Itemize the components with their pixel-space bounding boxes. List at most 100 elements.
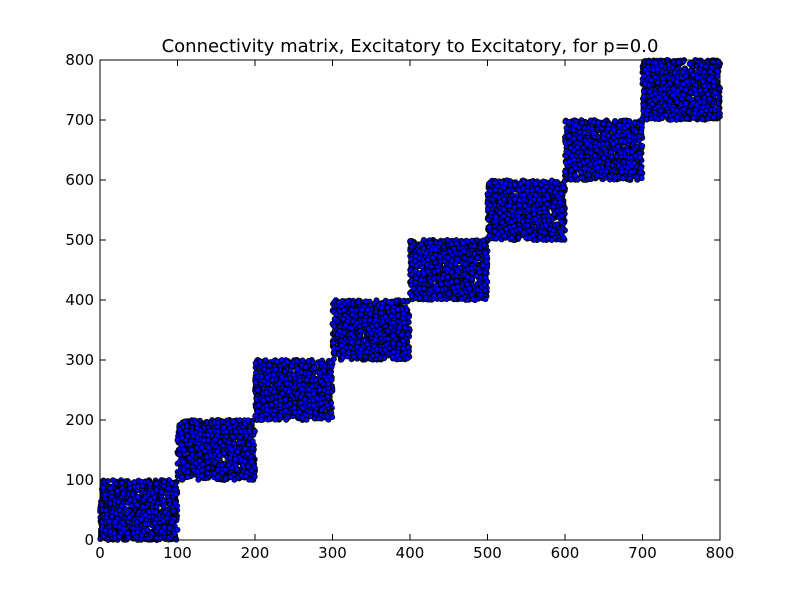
scatter-point: [377, 330, 384, 337]
scatter-point: [134, 493, 141, 500]
scatter-point: [471, 243, 478, 250]
scatter-point: [199, 444, 206, 451]
scatter-point: [357, 346, 364, 353]
scatter-point: [284, 358, 291, 365]
scatter-point: [180, 466, 187, 473]
scatter-point: [227, 473, 234, 480]
scatter-point: [388, 313, 395, 320]
scatter-point: [423, 294, 430, 301]
scatter-point: [312, 409, 319, 416]
scatter-point: [205, 444, 212, 451]
scatter-point: [129, 491, 136, 498]
scatter-point: [423, 250, 430, 257]
scatter-point: [318, 360, 325, 367]
scatter-point: [458, 289, 465, 296]
scatter-point: [212, 436, 219, 443]
scatter-point: [482, 269, 489, 276]
scatter-point: [232, 428, 239, 435]
scatter-point: [338, 342, 345, 349]
scatter-point: [324, 402, 331, 409]
scatter-point: [482, 250, 489, 257]
scatter-point: [324, 413, 331, 420]
scatter-point: [260, 397, 267, 404]
scatter-point: [459, 239, 466, 246]
scatter-point: [97, 501, 104, 508]
scatter-point: [169, 480, 176, 487]
scatter-point: [355, 299, 362, 306]
scatter-point: [312, 376, 319, 383]
scatter-point: [310, 402, 317, 409]
scatter-point: [273, 399, 280, 406]
scatter-point: [297, 399, 304, 406]
scatter-point: [407, 237, 414, 244]
scatter-point: [410, 285, 417, 292]
scatter-point: [373, 352, 380, 359]
scatter-point: [244, 450, 251, 457]
scatter-point: [142, 521, 149, 528]
scatter-point: [252, 379, 259, 386]
scatter-point: [481, 242, 488, 249]
scatter-point: [120, 525, 127, 532]
scatter-point: [108, 513, 115, 520]
scatter-point: [257, 416, 264, 423]
scatter-point: [230, 418, 237, 425]
scatter-point: [158, 528, 165, 535]
scatter-point: [348, 325, 355, 332]
scatter-point: [451, 295, 458, 302]
scatter-point: [165, 485, 172, 492]
scatter-point: [372, 336, 379, 343]
scatter-point: [389, 353, 396, 360]
scatter-point: [160, 517, 167, 524]
scatter-point: [176, 451, 183, 458]
scatter-point: [153, 503, 160, 510]
scatter-point: [264, 406, 271, 413]
scatter-point: [372, 316, 379, 323]
scatter-point: [166, 525, 173, 532]
scatter-point: [147, 496, 154, 503]
scatter-point: [248, 458, 255, 465]
scatter-point: [317, 378, 324, 385]
scatter-point: [408, 292, 415, 299]
scatter-point: [234, 448, 241, 455]
scatter-point: [170, 507, 177, 514]
scatter-point: [408, 243, 415, 250]
scatter-point: [238, 472, 245, 479]
scatter-block-1: [97, 477, 181, 543]
scatter-point: [405, 344, 412, 351]
scatter-point: [223, 428, 230, 435]
scatter-point: [388, 299, 395, 306]
scatter-point: [470, 296, 477, 303]
scatter-point: [147, 481, 154, 488]
scatter-point: [272, 416, 279, 423]
scatter-point: [186, 455, 193, 462]
scatter-point: [276, 380, 283, 387]
scatter-point: [425, 256, 432, 263]
scatter-point: [161, 478, 168, 485]
scatter-point: [335, 299, 342, 306]
scatter-point: [448, 241, 455, 248]
scatter-point: [184, 473, 191, 480]
scatter-point: [401, 319, 408, 326]
scatter-point: [384, 304, 391, 311]
scatter-point: [203, 453, 210, 460]
scatter-point: [225, 462, 232, 469]
scatter-point: [142, 493, 149, 500]
scatter-point: [140, 504, 147, 511]
scatter-point: [190, 433, 197, 440]
scatter-point: [245, 417, 252, 424]
scatter-point: [254, 387, 261, 394]
scatter-point: [357, 353, 364, 360]
scatter-point: [145, 535, 152, 542]
scatter-point: [246, 428, 253, 435]
scatter-point: [228, 446, 235, 453]
scatter-point: [195, 476, 202, 483]
scatter-point: [468, 265, 475, 272]
scatter-point: [474, 254, 481, 261]
scatter-point: [452, 260, 459, 267]
scatter-point: [323, 377, 330, 384]
scatter-point: [451, 246, 458, 253]
scatter-point: [339, 354, 346, 361]
scatter-point: [172, 490, 179, 497]
scatter-point: [467, 256, 474, 263]
scatter-point: [288, 362, 295, 369]
